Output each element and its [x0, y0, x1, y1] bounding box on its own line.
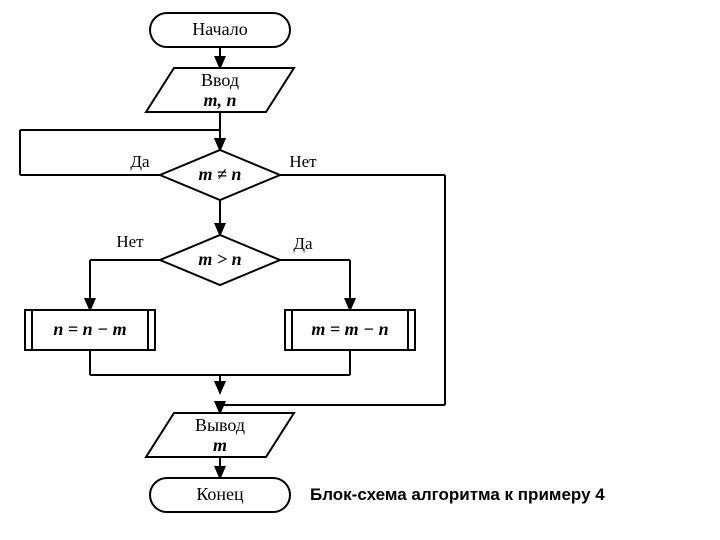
svg-text:m ≠ n: m ≠ n [199, 164, 242, 184]
svg-text:n = n − m: n = n − m [53, 319, 126, 339]
svg-text:Нет: Нет [116, 232, 144, 251]
svg-text:Конец: Конец [196, 484, 244, 504]
svg-text:Нет: Нет [289, 152, 317, 171]
svg-text:m: m [213, 435, 227, 455]
diagram-caption: Блок-схема алгоритма к примеру 4 [310, 485, 605, 505]
svg-text:m = m − n: m = m − n [311, 319, 388, 339]
svg-text:m, n: m, n [203, 90, 236, 110]
svg-text:Да: Да [293, 234, 313, 253]
svg-text:Вывод: Вывод [195, 415, 245, 435]
svg-text:m > n: m > n [198, 249, 241, 269]
svg-text:Да: Да [130, 152, 150, 171]
flowchart-diagram: Начало Вводm, n m ≠ n m > n n = n − m m = m −… [0, 0, 720, 540]
svg-text:Начало: Начало [192, 19, 247, 39]
svg-text:Ввод: Ввод [201, 70, 239, 90]
